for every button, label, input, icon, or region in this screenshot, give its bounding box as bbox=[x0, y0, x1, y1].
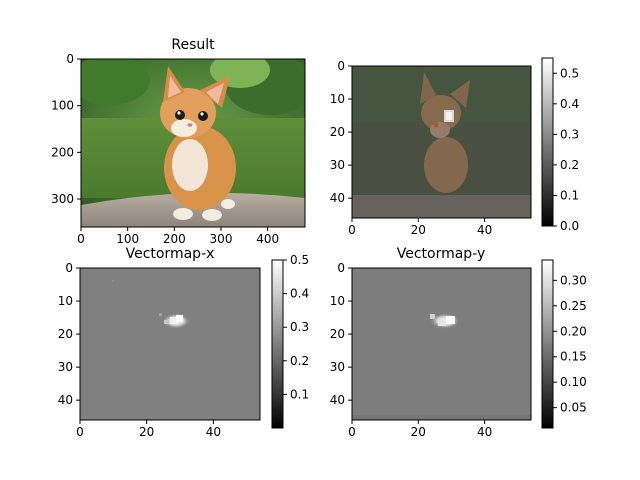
colorbar-tick-label: 0.4 bbox=[560, 97, 579, 111]
vectormap-y-heatmap bbox=[352, 268, 531, 420]
y-tick-label: 40 bbox=[58, 393, 73, 407]
colorbar-tick-label: 0.2 bbox=[560, 158, 579, 172]
colorbar-tick-label: 0.5 bbox=[290, 253, 309, 267]
vectormap-x-colorbar-ticks: 0.1 0.2 0.3 0.4 0.5 bbox=[283, 253, 309, 401]
vectormap-y-colorbar-ticks: 0.05 0.10 0.15 0.20 0.25 0.30 bbox=[553, 273, 587, 415]
y-tick-label: 40 bbox=[330, 393, 345, 407]
y-tick-label: 20 bbox=[330, 125, 345, 139]
y-tick-label: 200 bbox=[51, 145, 74, 159]
vectormap-y-colorbar bbox=[541, 259, 554, 429]
y-tick-label: 30 bbox=[330, 158, 345, 172]
y-tick-label: 10 bbox=[330, 92, 345, 106]
y-tick-label: 0 bbox=[337, 59, 345, 73]
x-tick-label: 40 bbox=[477, 425, 492, 439]
x-tick-label: 0 bbox=[348, 425, 356, 439]
overlay-axes: 0 20 40 0 10 20 30 40 bbox=[330, 59, 493, 237]
vectormap-y-title: Vectormap-y bbox=[397, 246, 486, 262]
y-tick-label: 20 bbox=[58, 327, 73, 341]
colorbar-tick-label: 0.1 bbox=[560, 188, 579, 202]
x-tick-label: 20 bbox=[411, 425, 426, 439]
y-tick-label: 10 bbox=[330, 294, 345, 308]
colorbar-tick-label: 0.3 bbox=[560, 127, 579, 141]
x-tick-label: 200 bbox=[163, 232, 186, 246]
y-tick-label: 30 bbox=[58, 360, 73, 374]
panel-result: Result 0 100 200 300 400 0 100 200 300 bbox=[51, 37, 306, 246]
colorbar-tick-label: 0.2 bbox=[290, 354, 309, 368]
vectormap-y-axes: 0 20 40 0 10 20 30 40 bbox=[330, 261, 493, 439]
y-tick-label: 0 bbox=[66, 52, 74, 66]
y-tick-label: 0 bbox=[337, 261, 345, 275]
colorbar-tick-label: 0.05 bbox=[560, 401, 587, 415]
x-tick-label: 0 bbox=[348, 223, 356, 237]
x-tick-label: 0 bbox=[76, 425, 84, 439]
y-tick-label: 300 bbox=[51, 192, 74, 206]
result-axes: 0 100 200 300 400 0 100 200 300 bbox=[51, 52, 279, 246]
colorbar-tick-label: 0.20 bbox=[560, 324, 587, 338]
colorbar-tick-label: 0.4 bbox=[290, 287, 309, 301]
x-tick-label: 400 bbox=[256, 232, 279, 246]
x-tick-label: 300 bbox=[210, 232, 233, 246]
overlay-colorbar bbox=[541, 57, 554, 227]
result-title: Result bbox=[171, 37, 215, 53]
vectormap-x-heatmap bbox=[80, 268, 260, 420]
overlay-heatmap bbox=[352, 66, 531, 218]
vectormap-x-title: Vectormap-x bbox=[126, 246, 215, 262]
x-tick-label: 20 bbox=[411, 223, 426, 237]
y-tick-label: 40 bbox=[330, 191, 345, 205]
colorbar-tick-label: 0.0 bbox=[560, 219, 579, 233]
colorbar-tick-label: 0.30 bbox=[560, 273, 587, 287]
y-tick-label: 100 bbox=[51, 99, 74, 113]
colorbar-tick-label: 0.10 bbox=[560, 375, 587, 389]
colorbar-tick-label: 0.25 bbox=[560, 299, 587, 313]
x-tick-label: 100 bbox=[116, 232, 139, 246]
y-tick-label: 0 bbox=[65, 261, 73, 275]
panel-overlay: 0 20 40 0 10 20 30 40 0.0 0.1 0.2 0.3 0.4 0.5 bbox=[330, 57, 579, 237]
x-tick-label: 40 bbox=[206, 425, 221, 439]
x-tick-label: 40 bbox=[477, 223, 492, 237]
kitten-photo bbox=[81, 59, 305, 227]
colorbar-tick-label: 0.5 bbox=[560, 66, 579, 80]
x-tick-label: 20 bbox=[139, 425, 154, 439]
vectormap-x-colorbar bbox=[271, 259, 284, 429]
y-tick-label: 30 bbox=[330, 360, 345, 374]
y-tick-label: 20 bbox=[330, 327, 345, 341]
colorbar-tick-label: 0.3 bbox=[290, 320, 309, 334]
vectormap-x-axes: 0 20 40 0 10 20 30 40 bbox=[58, 261, 221, 439]
colorbar-tick-label: 0.15 bbox=[560, 350, 587, 364]
overlay-colorbar-ticks: 0.0 0.1 0.2 0.3 0.4 0.5 bbox=[553, 66, 579, 233]
x-tick-label: 0 bbox=[77, 232, 85, 246]
y-tick-label: 10 bbox=[58, 294, 73, 308]
colorbar-tick-label: 0.1 bbox=[290, 387, 309, 401]
